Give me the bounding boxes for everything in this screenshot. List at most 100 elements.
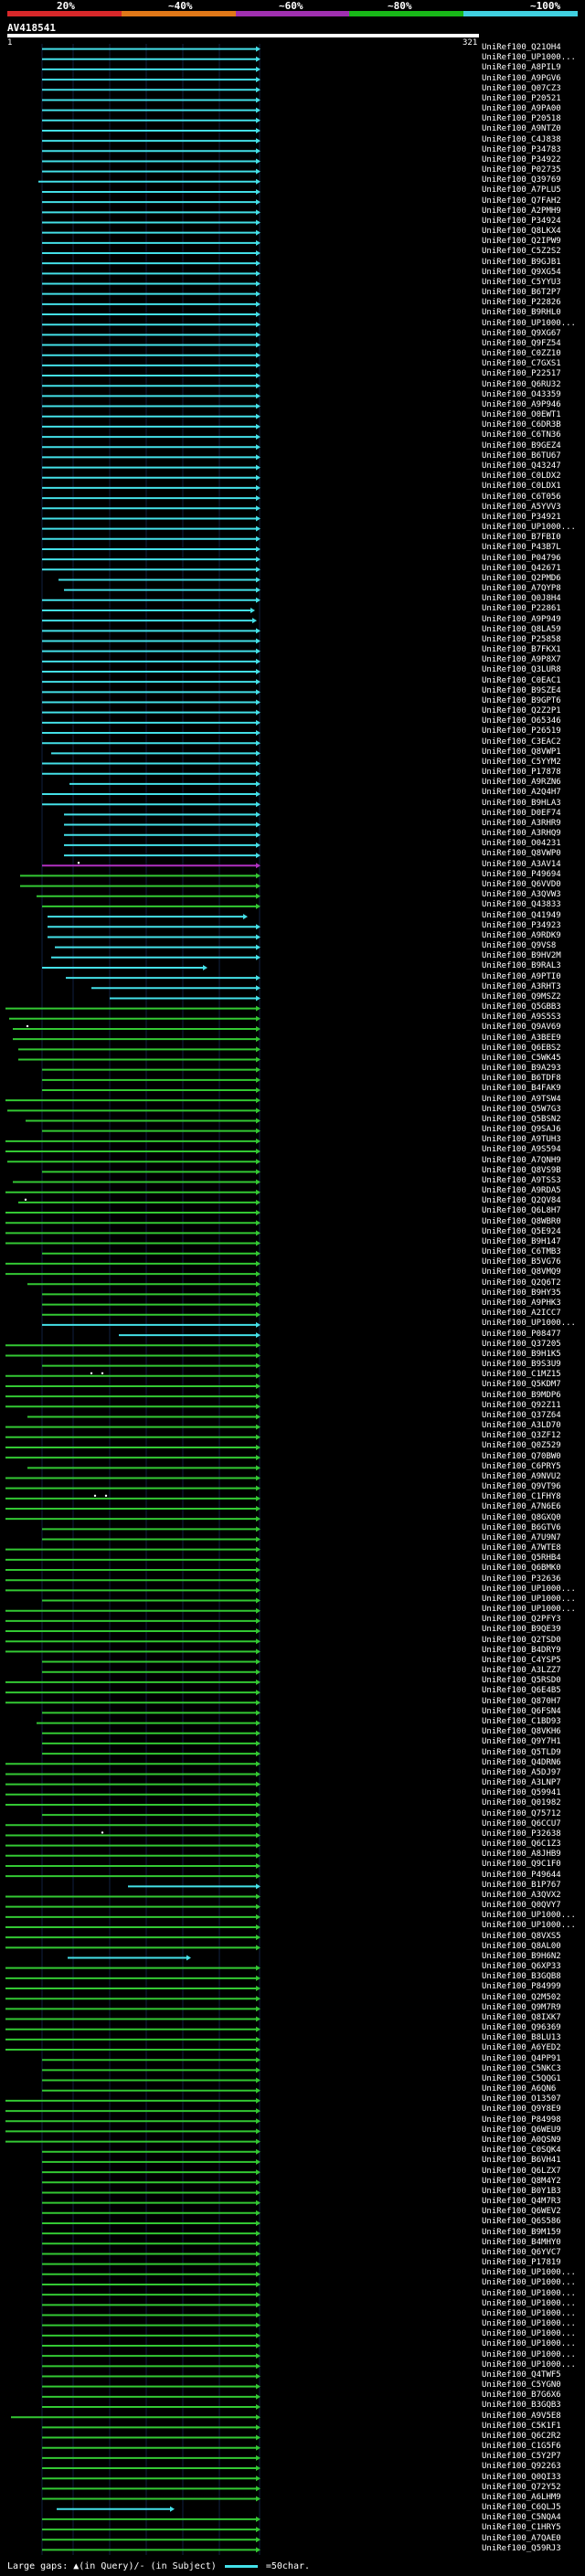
hit-label-link[interactable]: UniRef100_Q2Q6T2 — [482, 1277, 561, 1288]
hit-label-link[interactable]: UniRef100_A3QVW3 — [482, 890, 561, 900]
hit-label-link[interactable]: UniRef100_Q9Y7H1 — [482, 1737, 561, 1747]
hit-label-link[interactable]: UniRef100_UP1000... — [482, 1605, 576, 1615]
hit-label-link[interactable]: UniRef100_Q21OH4 — [482, 43, 561, 52]
hit-label-link[interactable]: UniRef100_Q5KDM7 — [482, 1380, 561, 1390]
hit-label-link[interactable]: UniRef100_Q6XP33 — [482, 1962, 561, 1972]
hit-label-link[interactable]: UniRef100_P22861 — [482, 604, 561, 614]
hit-label-link[interactable]: UniRef100_C5NQA4 — [482, 2513, 561, 2523]
hit-label-link[interactable]: UniRef100_A3QVX2 — [482, 1890, 561, 1900]
hit-label-link[interactable]: UniRef100_UP1000... — [482, 2349, 576, 2359]
hit-label-link[interactable]: UniRef100_C7GXS1 — [482, 359, 561, 369]
hit-label-link[interactable]: UniRef100_P20521 — [482, 93, 561, 103]
hit-label-link[interactable]: UniRef100_C6TMB3 — [482, 1247, 561, 1257]
hit-label-link[interactable]: UniRef100_A9NTZ0 — [482, 124, 561, 134]
hit-label-link[interactable]: UniRef100_Q8VWP1 — [482, 747, 561, 757]
hit-label-link[interactable]: UniRef100_Q9MSZ2 — [482, 991, 561, 1002]
hit-label-link[interactable]: UniRef100_A6LHM9 — [482, 2492, 561, 2502]
hit-label-link[interactable]: UniRef100_Q37Z64 — [482, 1410, 561, 1420]
hit-label-link[interactable]: UniRef100_C1FHY8 — [482, 1492, 561, 1502]
hit-label-link[interactable]: UniRef100_A9RDK9 — [482, 930, 561, 940]
hit-label-link[interactable]: UniRef100_C4J838 — [482, 134, 561, 144]
hit-label-link[interactable]: UniRef100_A3BEE9 — [482, 1033, 561, 1043]
hit-label-link[interactable]: UniRef100_A2Q4H7 — [482, 788, 561, 798]
hit-label-link[interactable]: UniRef100_C0EAC1 — [482, 675, 561, 685]
hit-label-link[interactable]: UniRef100_Q0QVY7 — [482, 1901, 561, 1911]
hit-label-link[interactable]: UniRef100_Q9Y8E9 — [482, 2104, 561, 2115]
hit-label-link[interactable]: UniRef100_P49644 — [482, 1870, 561, 1880]
hit-label-link[interactable]: UniRef100_P04796 — [482, 553, 561, 563]
hit-label-link[interactable]: UniRef100_A6QN6 — [482, 2084, 557, 2094]
hit-label-link[interactable]: UniRef100_A9V5E8 — [482, 2411, 561, 2421]
hit-label-link[interactable]: UniRef100_C5Y2P7 — [482, 2452, 561, 2462]
hit-label-link[interactable]: UniRef100_B9HV2M — [482, 951, 561, 961]
hit-label-link[interactable]: UniRef100_B6TDF8 — [482, 1074, 561, 1084]
hit-label-link[interactable]: UniRef100_Q92Z11 — [482, 1400, 561, 1410]
hit-label-link[interactable]: UniRef100_Q870H7 — [482, 1696, 561, 1706]
hit-label-link[interactable]: UniRef100_Q2Z2P1 — [482, 706, 561, 716]
hit-label-link[interactable]: UniRef100_Q43833 — [482, 900, 561, 910]
hit-label-link[interactable]: UniRef100_Q2TSD0 — [482, 1635, 561, 1645]
hit-label-link[interactable]: UniRef100_A7PLU5 — [482, 186, 561, 196]
hit-label-link[interactable]: UniRef100_Q0QI33 — [482, 2472, 561, 2482]
hit-label-link[interactable]: UniRef100_P49694 — [482, 869, 561, 879]
hit-label-link[interactable]: UniRef100_B9H1K5 — [482, 1349, 561, 1359]
hit-label-link[interactable]: UniRef100_Q72Y52 — [482, 2482, 561, 2492]
hit-label-link[interactable]: UniRef100_P34783 — [482, 144, 561, 154]
hit-label-link[interactable]: UniRef100_UP1000... — [482, 53, 576, 63]
hit-label-link[interactable]: UniRef100_A9TUH3 — [482, 1135, 561, 1145]
hit-label-link[interactable]: UniRef100_A2ICC7 — [482, 1309, 561, 1319]
hit-label-link[interactable]: UniRef100_A9RZN6 — [482, 778, 561, 788]
hit-label-link[interactable]: UniRef100_UP1000... — [482, 1921, 576, 1931]
hit-label-link[interactable]: UniRef100_A9NVU2 — [482, 1471, 561, 1481]
hit-label-link[interactable]: UniRef100_UP1000... — [482, 1911, 576, 1921]
hit-label-link[interactable]: UniRef100_Q7FAH2 — [482, 196, 561, 206]
hit-label-link[interactable]: UniRef100_A7QYP8 — [482, 584, 561, 594]
hit-label-link[interactable]: UniRef100_UP1000... — [482, 2298, 576, 2308]
hit-label-link[interactable]: UniRef100_Q5RSD0 — [482, 1676, 561, 1686]
hit-label-link[interactable]: UniRef100_A5DJ97 — [482, 1767, 561, 1777]
hit-label-link[interactable]: UniRef100_O65346 — [482, 716, 561, 726]
hit-label-link[interactable]: UniRef100_A9PTI0 — [482, 971, 561, 981]
hit-label-link[interactable]: UniRef100_P26519 — [482, 726, 561, 737]
hit-label-link[interactable]: UniRef100_Q8IXK7 — [482, 2012, 561, 2022]
hit-label-link[interactable]: UniRef100_Q2IPW9 — [482, 237, 561, 247]
hit-label-link[interactable]: UniRef100_Q96369 — [482, 2023, 561, 2033]
hit-label-link[interactable]: UniRef100_A3RHT3 — [482, 981, 561, 991]
hit-label-link[interactable]: UniRef100_Q6E4B5 — [482, 1686, 561, 1696]
hit-label-link[interactable]: UniRef100_B9H6N2 — [482, 1951, 561, 1961]
hit-label-link[interactable]: UniRef100_UP1000... — [482, 523, 576, 533]
hit-label-link[interactable]: UniRef100_Q2QV84 — [482, 1196, 561, 1206]
hit-label-link[interactable]: UniRef100_Q6BMK0 — [482, 1564, 561, 1574]
hit-label-link[interactable]: UniRef100_Q42671 — [482, 563, 561, 573]
hit-label-link[interactable]: UniRef100_Q8VWP0 — [482, 849, 561, 859]
hit-label-link[interactable]: UniRef100_A3RHQ9 — [482, 829, 561, 839]
hit-label-link[interactable]: UniRef100_A3LNP7 — [482, 1778, 561, 1788]
hit-label-link[interactable]: UniRef100_C5Z2S2 — [482, 247, 561, 257]
hit-label-link[interactable]: UniRef100_Q9VS8 — [482, 941, 557, 951]
hit-label-link[interactable]: UniRef100_Q92263 — [482, 2462, 561, 2472]
hit-label-link[interactable]: UniRef100_P17819 — [482, 2258, 561, 2268]
hit-label-link[interactable]: UniRef100_C6T056 — [482, 492, 561, 502]
hit-label-link[interactable]: UniRef100_C0LDX2 — [482, 472, 561, 482]
hit-label-link[interactable]: UniRef100_Q6CCU7 — [482, 1818, 561, 1829]
hit-label-link[interactable]: UniRef100_B7FBI0 — [482, 533, 561, 543]
hit-label-link[interactable]: UniRef100_P22826 — [482, 298, 561, 308]
hit-label-link[interactable]: UniRef100_B9S3U9 — [482, 1360, 561, 1370]
hit-label-link[interactable]: UniRef100_Q37205 — [482, 1339, 561, 1349]
hit-label-link[interactable]: UniRef100_B6T2P7 — [482, 288, 561, 298]
hit-label-link[interactable]: UniRef100_B8LU13 — [482, 2033, 561, 2043]
hit-label-link[interactable]: UniRef100_Q5TLD9 — [482, 1747, 561, 1757]
hit-label-link[interactable]: UniRef100_Q6YVC7 — [482, 2247, 561, 2257]
hit-label-link[interactable]: UniRef100_A9PA00 — [482, 104, 561, 114]
hit-label-link[interactable]: UniRef100_A7QAE0 — [482, 2533, 561, 2543]
hit-label-link[interactable]: UniRef100_Q6VVD0 — [482, 880, 561, 889]
hit-label-link[interactable]: UniRef100_B6TU67 — [482, 451, 561, 461]
hit-label-link[interactable]: UniRef100_Q5RHB4 — [482, 1553, 561, 1564]
hit-label-link[interactable]: UniRef100_C5YGN0 — [482, 2380, 561, 2390]
hit-label-link[interactable]: UniRef100_D0EF74 — [482, 808, 561, 818]
hit-label-link[interactable]: UniRef100_B9M159 — [482, 2227, 561, 2237]
hit-label-link[interactable]: UniRef100_P02735 — [482, 165, 561, 175]
hit-label-link[interactable]: UniRef100_Q8M4Y2 — [482, 2176, 561, 2186]
hit-label-link[interactable]: UniRef100_P25858 — [482, 634, 561, 644]
hit-label-link[interactable]: UniRef100_Q0Z529 — [482, 1441, 561, 1451]
